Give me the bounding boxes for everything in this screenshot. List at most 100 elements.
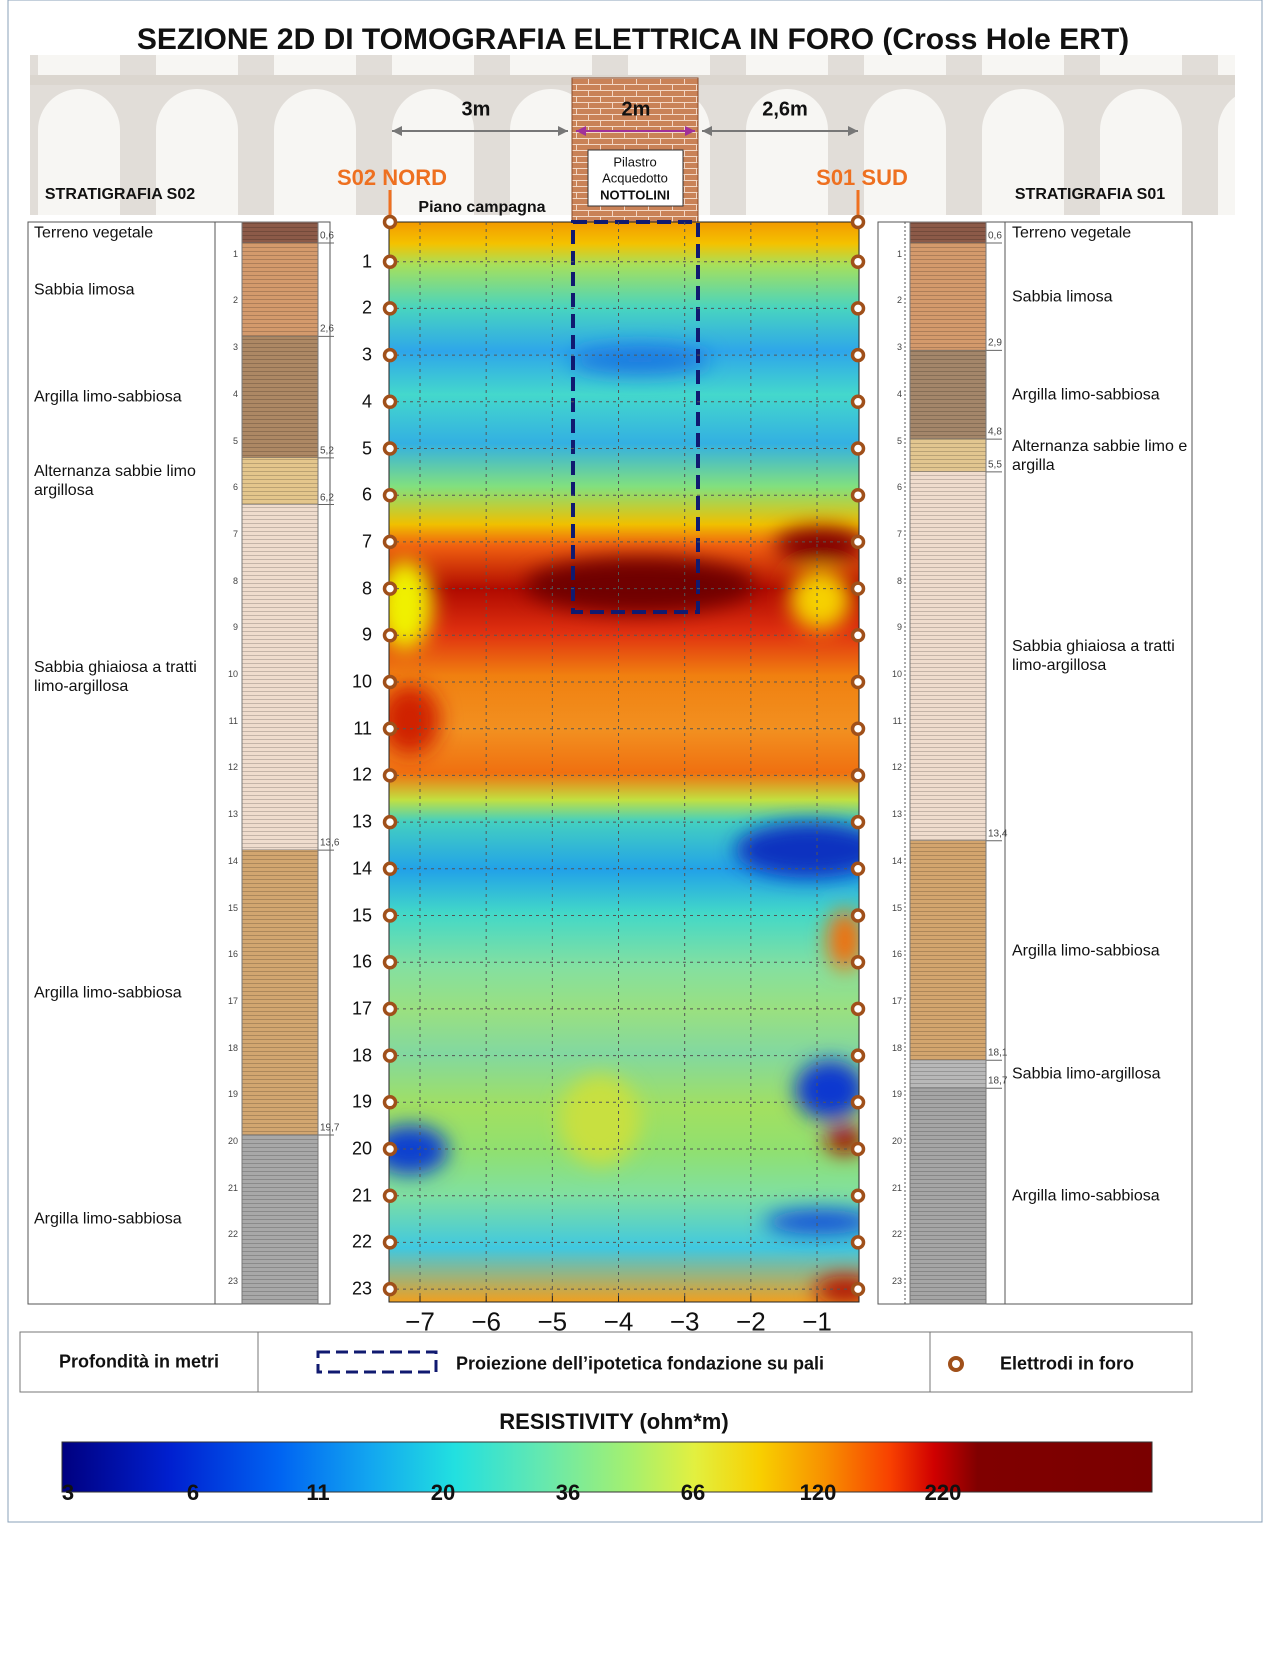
depth-tick-label: 4 [362, 391, 372, 412]
x-tick-label: −4 [604, 1307, 634, 1338]
boundary-label: 2,6 [320, 324, 334, 335]
layer-name: Sabbia limo-argillosa [1012, 1065, 1190, 1084]
log-depth-label: 9 [897, 622, 902, 632]
depth-tick-label: 3 [362, 345, 372, 366]
log-depth-label: 7 [233, 529, 238, 539]
log-depth-label: 13 [892, 809, 902, 819]
boundary-label: 0,6 [320, 231, 334, 242]
boundary-label: 18,7 [988, 1076, 1007, 1087]
log-depth-label: 14 [228, 856, 238, 866]
log-depth-label: 16 [892, 949, 902, 959]
electrode [385, 303, 396, 314]
colorbar-label: 11 [306, 1480, 329, 1506]
electrode [385, 490, 396, 501]
log-depth-label: 3 [897, 342, 902, 352]
layer-name: Alternanza sabbie limo e argilla [1012, 437, 1190, 475]
depth-tick-label: 18 [352, 1045, 372, 1066]
log-depth-label: 23 [892, 1276, 902, 1286]
boundary-label: 13,4 [988, 828, 1007, 839]
ground-level: Piano campagna [418, 199, 545, 217]
electrode [385, 350, 396, 361]
legend-electrode-icon [950, 1358, 962, 1370]
log-texture [910, 1088, 986, 1304]
log-depth-label: 8 [233, 576, 238, 586]
electrode [385, 1144, 396, 1155]
electrode [385, 583, 396, 594]
layer-name: Sabbia limosa [1012, 287, 1190, 306]
depth-tick-label: 2 [362, 298, 372, 319]
boundary-label: 18,1 [988, 1048, 1007, 1059]
boundary-label: 5,2 [320, 445, 334, 456]
log-depth-label: 6 [897, 482, 902, 492]
log-depth-label: 20 [892, 1136, 902, 1146]
layer-name: Argilla limo-sabbiosa [1012, 1187, 1190, 1206]
layer-name: Argilla limo-sabbiosa [1012, 385, 1190, 404]
log-depth-label: 7 [897, 529, 902, 539]
electrode [853, 723, 864, 734]
layer-name: Argilla limo-sabbiosa [34, 983, 212, 1002]
log-depth-label: 15 [892, 903, 902, 913]
electrode [853, 677, 864, 688]
log-depth-label: 6 [233, 482, 238, 492]
log-texture [910, 243, 986, 350]
electrode [385, 863, 396, 874]
log-texture [910, 222, 986, 243]
log-depth-label: 15 [228, 903, 238, 913]
x-tick-label: −3 [670, 1307, 700, 1338]
log-texture [910, 1060, 986, 1088]
electrode [853, 217, 864, 228]
electrode [385, 396, 396, 407]
colorbar-label: 6 [187, 1480, 199, 1506]
colorbar-title: RESISTIVITY (ohm*m) [499, 1409, 728, 1435]
electrode [385, 770, 396, 781]
layer-name: Argilla limo-sabbiosa [1012, 941, 1190, 960]
depth-tick-label: 13 [352, 812, 372, 833]
pillar-label: Acquedotto [602, 171, 668, 186]
log-texture [910, 472, 986, 841]
borehole-name: S02 NORD [337, 165, 447, 191]
log-texture [242, 850, 318, 1135]
pillar-label: NOTTOLINI [600, 188, 670, 203]
log-depth-label: 4 [897, 389, 902, 399]
electrode [385, 1190, 396, 1201]
depth-tick-label: 22 [352, 1232, 372, 1253]
log-depth-label: 10 [228, 669, 238, 679]
depth-tick-label: 23 [352, 1279, 372, 1300]
electrode [385, 1050, 396, 1061]
depth-tick-label: 17 [352, 998, 372, 1019]
log-depth-label: 21 [892, 1183, 902, 1193]
depth-tick-label: 5 [362, 438, 372, 459]
log-depth-label: 10 [892, 669, 902, 679]
dimension-label: 2m [622, 99, 651, 122]
log-texture [910, 841, 986, 1060]
dimension-label: 2,6m [762, 99, 808, 122]
log-depth-label: 22 [892, 1229, 902, 1239]
electrode [385, 677, 396, 688]
log-depth-label: 14 [892, 856, 902, 866]
electrode [853, 1050, 864, 1061]
log-depth-label: 9 [233, 622, 238, 632]
log-texture [242, 1135, 318, 1304]
boundary-label: 4,8 [988, 427, 1002, 438]
log-depth-label: 17 [892, 996, 902, 1006]
x-tick-label: −6 [471, 1307, 501, 1338]
electrode [853, 536, 864, 547]
log-texture [910, 439, 986, 472]
depth-tick-label: 7 [362, 531, 372, 552]
electrode [853, 396, 864, 407]
boundary-label: 13,6 [320, 838, 339, 849]
depth-tick-label: 14 [352, 858, 372, 879]
boundary-label: 5,5 [988, 459, 1002, 470]
x-tick-label: −5 [538, 1307, 568, 1338]
log-texture [242, 222, 318, 243]
depth-tick-label: 16 [352, 952, 372, 973]
colorbar-label: 3 [62, 1480, 74, 1506]
electrode [385, 630, 396, 641]
log-texture [242, 336, 318, 457]
electrode [853, 957, 864, 968]
log-depth-label: 5 [233, 436, 238, 446]
log-texture [910, 350, 986, 439]
depth-tick-label: 11 [353, 718, 372, 739]
electrode [385, 217, 396, 228]
electrode [385, 443, 396, 454]
